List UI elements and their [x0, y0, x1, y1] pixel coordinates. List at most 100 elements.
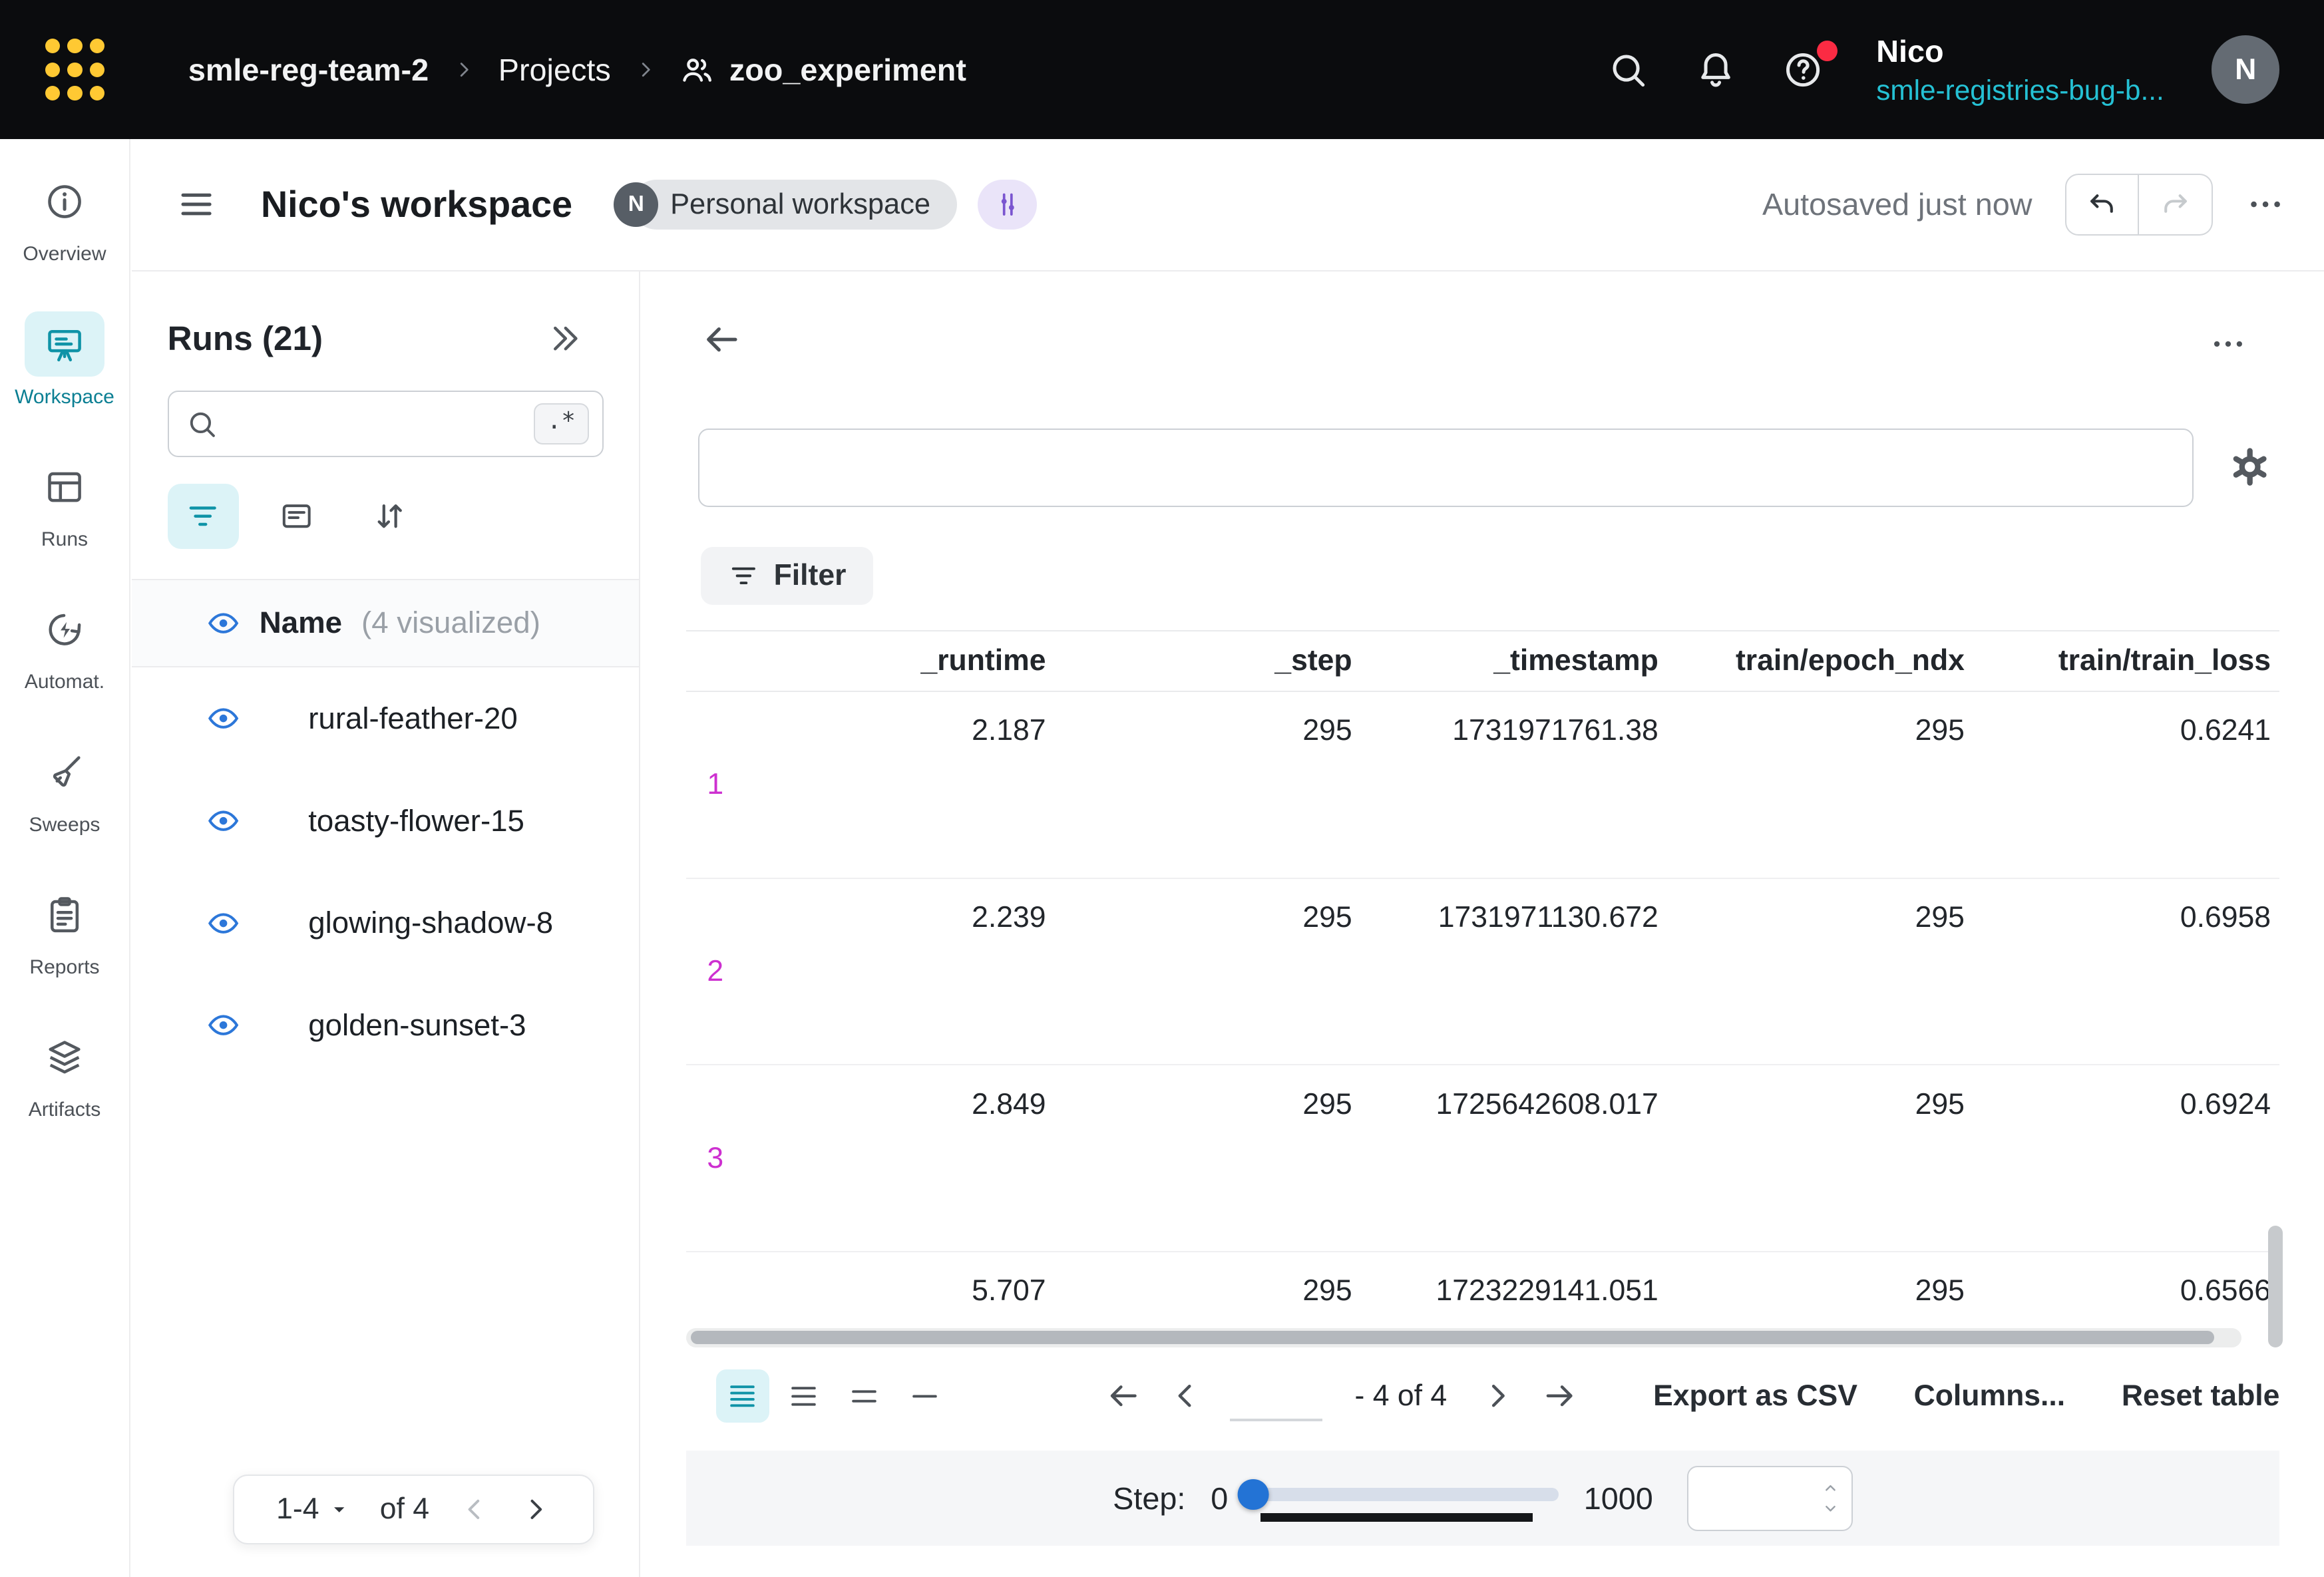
step-slider[interactable] [1237, 1473, 1559, 1524]
sidebar-item-reports[interactable]: Reports [25, 882, 104, 979]
run-name: golden-sunset-3 [308, 1008, 526, 1043]
redo-icon [2159, 188, 2192, 221]
table-menu-icon[interactable] [2209, 325, 2247, 363]
breadcrumb-team[interactable]: smle-reg-team-2 [188, 52, 429, 87]
sidebar-item-runs[interactable]: Runs [25, 454, 104, 551]
redo-button[interactable] [2138, 173, 2214, 236]
page-range-select[interactable]: 1-4 [276, 1492, 350, 1526]
columns-button[interactable]: Columns... [1913, 1379, 2066, 1412]
visibility-eye-icon[interactable] [206, 1008, 240, 1042]
runs-table: _runtime _step _timestamp train/epoch_nd… [686, 629, 2280, 1323]
prev-page-icon[interactable] [459, 1494, 490, 1525]
runs-list-header: Name (4 visualized) [132, 578, 640, 668]
large-rows-icon [848, 1380, 880, 1413]
visibility-eye-icon[interactable] [206, 701, 240, 735]
step-value-input[interactable] [1700, 1480, 1821, 1516]
search-icon[interactable] [1608, 50, 1648, 90]
slider-loaded-range [1260, 1512, 1533, 1522]
settings-gear-icon[interactable] [2226, 443, 2273, 490]
first-page-icon[interactable] [1105, 1378, 1141, 1413]
app-sidebar: Overview Workspace Runs Automat. Sweeps … [0, 139, 130, 1577]
sidebar-item-automations[interactable]: Automat. [25, 597, 104, 693]
cell-timestamp: 1723229141.051 [1436, 1274, 1658, 1308]
visibility-eye-icon[interactable] [206, 906, 240, 940]
export-csv-button[interactable]: Export as CSV [1653, 1379, 1857, 1412]
user-info[interactable]: Nico smle-registries-bug-b... [1876, 31, 2164, 108]
notifications-bell-icon[interactable] [1696, 50, 1736, 90]
row-height-large-button[interactable] [837, 1369, 890, 1423]
sidebar-item-label: Overview [23, 243, 106, 265]
cell-loss: 0.6924 [2180, 1087, 2271, 1121]
cell-epoch: 295 [1915, 1087, 1965, 1121]
regex-toggle-button[interactable]: .* [534, 403, 589, 444]
runs-group-button[interactable] [261, 484, 332, 549]
workspace-owner-badge: N Personal workspace [614, 179, 958, 230]
cell-timestamp: 1725642608.017 [1436, 1087, 1658, 1121]
user-org-link[interactable]: smle-registries-bug-b... [1876, 74, 2164, 106]
runs-sort-button[interactable] [354, 484, 425, 549]
table-row[interactable]: 3 2.849 295 1725642608.017 295 0.6924 [686, 1065, 2280, 1252]
cell-runtime: 2.239 [972, 901, 1046, 934]
row-height-medium-button[interactable] [777, 1369, 830, 1423]
table-row[interactable]: 5.707 295 1723229141.051 295 0.6566 [686, 1252, 2279, 1323]
page-number-input[interactable] [1230, 1371, 1322, 1421]
slider-track[interactable] [1253, 1488, 1559, 1502]
cell-loss: 0.6958 [2180, 901, 2271, 934]
horizontal-scrollbar[interactable] [686, 1327, 2241, 1347]
prev-page-icon[interactable] [1168, 1378, 1203, 1413]
workspace-menu-icon[interactable] [2245, 184, 2285, 224]
next-page-icon[interactable] [520, 1494, 551, 1525]
row-height-xlarge-button[interactable] [898, 1369, 952, 1423]
wandb-logo-icon[interactable] [41, 34, 108, 105]
visibility-eye-icon[interactable] [206, 606, 240, 640]
run-color-dot [262, 910, 289, 936]
run-name: glowing-shadow-8 [308, 906, 554, 940]
sidebar-item-artifacts[interactable]: Artifacts [25, 1025, 104, 1121]
reset-table-button[interactable]: Reset table [2121, 1379, 2280, 1412]
run-list-item[interactable]: glowing-shadow-8 [132, 872, 639, 975]
run-list-item[interactable]: toasty-flower-15 [132, 770, 639, 872]
run-list-item[interactable]: rural-feather-20 [132, 667, 639, 770]
workspace-type-label: Personal workspace [632, 179, 958, 230]
vertical-scrollbar-thumb[interactable] [2267, 1225, 2283, 1347]
back-arrow-icon[interactable] [701, 319, 742, 360]
column-header-loss[interactable]: train/train_loss [2058, 644, 2271, 677]
increment-icon[interactable] [1821, 1480, 1840, 1496]
row-height-small-button[interactable] [715, 1369, 769, 1423]
collapse-panel-icon[interactable] [547, 321, 582, 356]
column-header-timestamp[interactable]: _timestamp [1493, 644, 1658, 677]
step-value-box [1687, 1465, 1853, 1531]
decrement-icon[interactable] [1821, 1500, 1840, 1516]
horizontal-scrollbar-thumb[interactable] [690, 1331, 2215, 1345]
undo-icon [2086, 188, 2118, 221]
avatar[interactable]: N [2211, 35, 2280, 104]
runs-search-input[interactable] [231, 407, 521, 440]
help-button[interactable] [1783, 41, 1838, 90]
breadcrumb-projects[interactable]: Projects [498, 52, 611, 87]
table-row[interactable]: 2 2.239 295 1731971130.672 295 0.6958 [686, 879, 2280, 1066]
runs-filter-button[interactable] [167, 484, 239, 550]
slider-thumb[interactable] [1237, 1479, 1269, 1510]
column-header-runtime[interactable]: _runtime [920, 644, 1046, 677]
cell-epoch: 295 [1915, 714, 1965, 747]
table-row[interactable]: 1 2.187 295 1731971761.38 295 0.6241 [686, 692, 2280, 879]
undo-button[interactable] [2064, 173, 2139, 236]
next-page-icon[interactable] [1479, 1378, 1515, 1413]
visibility-eye-icon[interactable] [206, 804, 240, 838]
query-expression-input[interactable] [723, 450, 2169, 486]
breadcrumb-project[interactable]: zoo_experiment [680, 52, 966, 88]
sidebar-item-workspace[interactable]: Workspace [15, 311, 114, 408]
sidebar-item-sweeps[interactable]: Sweeps [25, 739, 104, 836]
visualized-count-label: (4 visualized) [361, 606, 540, 640]
sidebar-item-overview[interactable]: Overview [23, 169, 106, 265]
column-header-step[interactable]: _step [1274, 644, 1352, 677]
panel-layout-button[interactable] [978, 179, 1038, 230]
menu-icon[interactable] [176, 184, 216, 224]
column-header-epoch[interactable]: train/epoch_ndx [1735, 644, 1965, 677]
card-icon [279, 498, 314, 534]
run-color-dot [262, 1012, 289, 1039]
filter-button[interactable]: Filter [701, 546, 873, 605]
filter-button-label: Filter [773, 559, 847, 592]
run-list-item[interactable]: golden-sunset-3 [132, 974, 639, 1077]
last-page-icon[interactable] [1542, 1378, 1577, 1413]
